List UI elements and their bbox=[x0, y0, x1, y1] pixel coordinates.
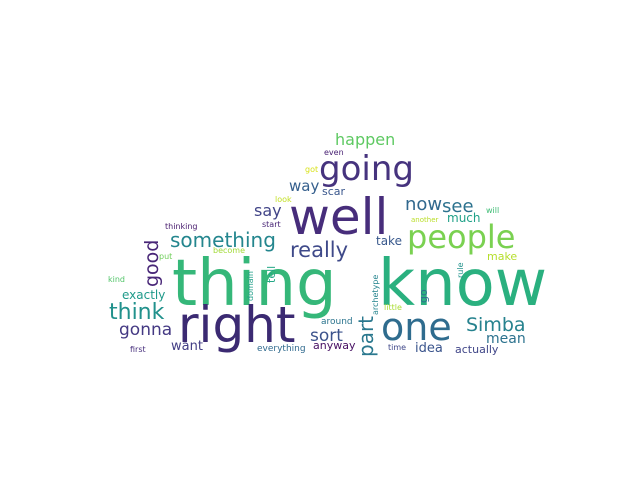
word-people: people bbox=[407, 218, 516, 256]
word-want: want bbox=[171, 339, 203, 354]
word-something: something bbox=[170, 228, 276, 252]
word-little: little bbox=[384, 303, 402, 312]
word-rule: rule bbox=[456, 262, 465, 278]
word-think: think bbox=[109, 300, 165, 325]
word-say: say bbox=[254, 201, 282, 220]
word-now: now bbox=[405, 194, 443, 215]
word-scar: scar bbox=[322, 185, 346, 198]
word-good: good bbox=[141, 239, 163, 287]
word-much: much bbox=[447, 211, 481, 225]
word-will: will bbox=[486, 206, 500, 215]
word-well: well bbox=[289, 188, 389, 246]
word-take: take bbox=[376, 234, 402, 248]
word-gonna: gonna bbox=[119, 320, 173, 340]
word-go: go bbox=[417, 289, 430, 303]
word-sort: sort bbox=[310, 326, 343, 346]
word-thinking: thinking bbox=[165, 222, 198, 231]
word-right: right bbox=[178, 296, 296, 354]
word-start: start bbox=[262, 220, 281, 229]
word-make: make bbox=[487, 250, 518, 263]
word-anyway: anyway bbox=[313, 339, 356, 352]
word-got: got bbox=[305, 165, 319, 174]
word-part: part bbox=[354, 315, 378, 357]
word-time: time bbox=[388, 343, 407, 352]
word-mean: mean bbox=[486, 331, 526, 347]
word-idea: idea bbox=[415, 341, 443, 356]
word-archetype: archetype bbox=[371, 274, 380, 315]
word-around: around bbox=[321, 317, 353, 327]
word-look: look bbox=[275, 195, 292, 204]
word-see: see bbox=[442, 196, 474, 217]
word-put: put bbox=[159, 252, 173, 261]
word-become: become bbox=[213, 246, 246, 255]
word-even: even bbox=[324, 148, 344, 157]
word-first: first bbox=[130, 345, 146, 354]
word-way: way bbox=[289, 177, 320, 195]
word-thing: thing bbox=[172, 247, 337, 321]
word-exactly: exactly bbox=[122, 288, 166, 302]
word-one: one bbox=[381, 305, 452, 349]
word-happen: happen bbox=[335, 130, 396, 149]
word-going: going bbox=[319, 149, 414, 189]
word-domain: domain bbox=[246, 271, 255, 301]
word-actually: actually bbox=[455, 343, 499, 356]
word-kind: kind bbox=[108, 275, 126, 284]
word-another: another bbox=[411, 216, 439, 224]
word-really: really bbox=[290, 238, 349, 262]
word-tell: tell bbox=[265, 265, 278, 283]
word-everything: everything bbox=[257, 344, 306, 354]
word-know: know bbox=[378, 247, 548, 321]
word-simba: Simba bbox=[466, 314, 526, 336]
